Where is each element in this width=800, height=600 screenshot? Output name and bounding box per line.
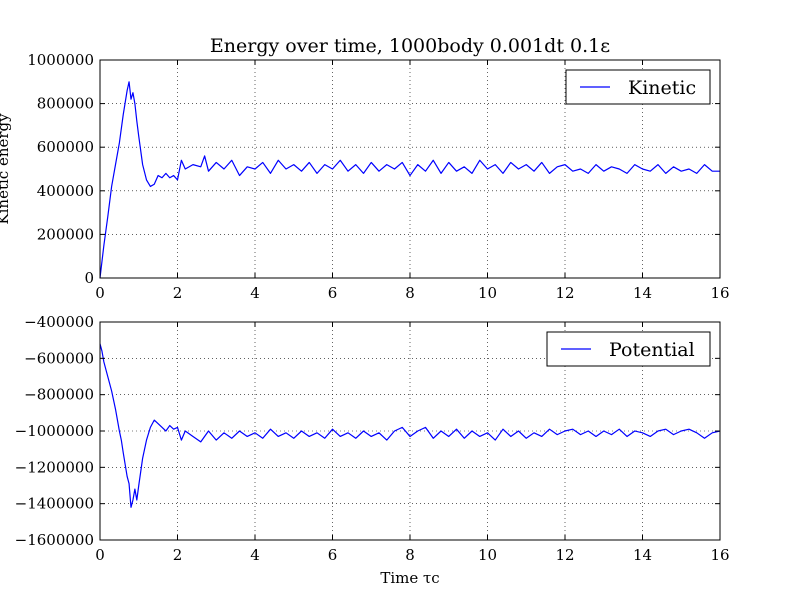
x-tick-label: 0 xyxy=(95,284,105,302)
kinetic-subplot: 0 2 4 6 8 10 12 14 16 0 200000 400000 600000 800000 10… xyxy=(0,51,730,302)
y-tick-label: −800000 xyxy=(24,386,94,404)
x-tick-label: 8 xyxy=(405,284,415,302)
x-tick-label: 0 xyxy=(95,546,105,564)
chart-title: Energy over time, 1000body 0.001dt 0.1ε xyxy=(210,35,610,57)
x-tick-label: 6 xyxy=(328,284,338,302)
y-tick-label: 600000 xyxy=(37,138,94,156)
series-line-potential xyxy=(99,343,721,508)
x-tick-label: 14 xyxy=(633,284,652,302)
x-tick-label: 4 xyxy=(250,546,260,564)
x-tick-label: 12 xyxy=(555,546,574,564)
potential-subplot: 0 2 4 6 8 10 12 14 16 −1600000 −1400000 −1200000 −10… xyxy=(15,313,730,587)
legend-label: Potential xyxy=(609,339,695,361)
y-tick-label: −600000 xyxy=(24,349,94,367)
series-line-kinetic xyxy=(99,81,720,279)
x-tick-label: 10 xyxy=(478,546,497,564)
x-tick-label: 16 xyxy=(710,546,729,564)
y-tick-label: −1200000 xyxy=(15,458,94,476)
legend: Kinetic xyxy=(565,69,711,105)
legend-label: Kinetic xyxy=(628,77,696,99)
y-tick-label: 0 xyxy=(84,269,94,287)
x-tick-label: 2 xyxy=(173,546,183,564)
x-tick-label: 10 xyxy=(478,284,497,302)
y-tick-label: 400000 xyxy=(37,182,94,200)
x-axis-label: Time τc xyxy=(380,569,439,587)
y-tick-label: 800000 xyxy=(37,95,94,113)
y-tick-label: −1600000 xyxy=(15,531,94,549)
y-tick-label: 1000000 xyxy=(27,51,94,69)
x-tick-label: 8 xyxy=(405,546,415,564)
y-tick-label: −400000 xyxy=(24,313,94,331)
x-tick-label: 14 xyxy=(633,546,652,564)
x-tick-label: 12 xyxy=(555,284,574,302)
x-tick-label: 6 xyxy=(328,546,338,564)
x-tick-label: 2 xyxy=(173,284,183,302)
x-tick-label: 4 xyxy=(250,284,260,302)
x-tick-label: 16 xyxy=(710,284,729,302)
y-axis-label: Kinetic energy xyxy=(0,113,12,225)
legend: Potential xyxy=(546,331,711,367)
y-tick-label: −1000000 xyxy=(15,422,94,440)
y-tick-label: −1400000 xyxy=(15,495,94,513)
y-tick-label: 200000 xyxy=(37,225,94,243)
